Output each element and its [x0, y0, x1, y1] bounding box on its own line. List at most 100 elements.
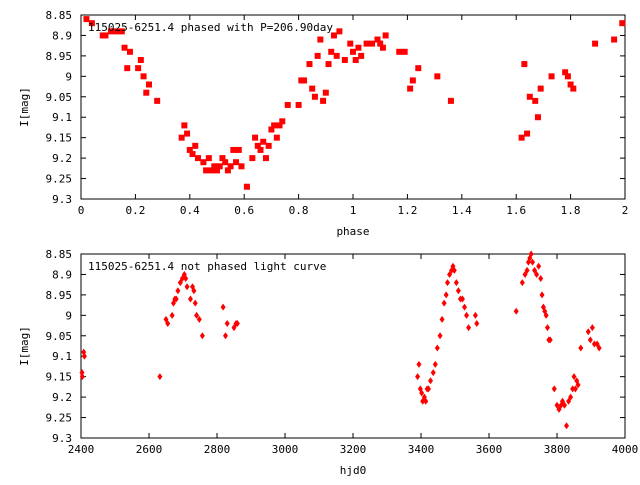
data-point [178, 134, 185, 141]
data-point [585, 328, 591, 336]
data-point [154, 97, 161, 104]
data-point [592, 40, 599, 47]
data-point [441, 299, 447, 307]
data-point [192, 299, 198, 307]
data-point [462, 303, 468, 311]
x-tick-label: 3000 [272, 443, 299, 456]
data-point [524, 266, 530, 274]
data-point [224, 320, 230, 328]
data-point [575, 381, 581, 389]
x-tick-label: 3400 [408, 443, 435, 456]
data-point [205, 155, 212, 162]
data-point [591, 340, 597, 348]
data-point [453, 279, 459, 287]
data-point [443, 291, 449, 299]
y-tick-label: 9.1 [52, 111, 72, 124]
unphased-chart: 2400 2600 2800 3000 3200 3400 3600 3800 4000 8.85… [18, 248, 638, 477]
data-point [358, 52, 365, 59]
data-point [572, 385, 578, 393]
chart-title: 115025-6251.4 not phased light curve [88, 260, 326, 273]
data-point [194, 155, 201, 162]
data-point [328, 48, 335, 55]
data-point [143, 89, 150, 96]
x-tick-label: 1.2 [397, 204, 417, 217]
x-tick-label: 0 [78, 204, 85, 217]
data-point [379, 44, 386, 51]
data-point [396, 48, 403, 55]
y-tick-label: 9.1 [52, 350, 72, 363]
data-point [243, 183, 250, 190]
data-point [314, 52, 321, 59]
data-point [322, 89, 329, 96]
data-point [81, 352, 87, 360]
data-point [184, 130, 191, 137]
data-point [551, 385, 557, 393]
data-point [350, 48, 356, 55]
y-axis-label: I[mag] [18, 87, 31, 127]
data-point [534, 114, 541, 121]
data-point [568, 393, 574, 401]
data-point [437, 332, 443, 340]
data-point [249, 155, 256, 162]
data-point [363, 40, 370, 47]
data-point [317, 36, 324, 43]
data-point [415, 373, 421, 381]
data-point [561, 401, 567, 409]
data-point [230, 146, 237, 153]
x-tick-label: 0.4 [180, 204, 200, 217]
data-point [425, 385, 431, 393]
data-point [547, 336, 553, 344]
data-point [192, 142, 199, 149]
data-point [513, 307, 519, 315]
data-point [175, 287, 181, 295]
data-point [571, 373, 577, 381]
data-point [107, 28, 114, 35]
data-point [214, 167, 220, 174]
data-point [157, 373, 163, 381]
data-point [521, 61, 528, 68]
data-point [135, 65, 142, 72]
data-point [464, 311, 470, 319]
data-point [355, 44, 362, 51]
data-point [200, 159, 207, 166]
data-point [445, 279, 451, 287]
data-point [320, 97, 327, 104]
x-tick-label: 4000 [612, 443, 639, 456]
data-point [196, 315, 202, 323]
y-tick-label: 9.25 [46, 173, 73, 186]
data-point [262, 155, 269, 162]
x-tick-label: 1 [350, 204, 357, 217]
data-point [544, 324, 550, 332]
data-point [374, 36, 381, 43]
data-point [439, 315, 445, 323]
data-point [194, 311, 200, 319]
data-point [532, 97, 539, 104]
data-point [423, 397, 429, 405]
data-point [165, 320, 171, 328]
x-tick-label: 1.8 [561, 204, 581, 217]
data-point [536, 262, 542, 270]
data-point [295, 101, 302, 108]
data-point [181, 122, 188, 129]
data-point [570, 385, 576, 393]
data-point [113, 28, 120, 35]
data-point [273, 134, 280, 141]
data-point [265, 142, 272, 149]
data-point [126, 48, 133, 55]
data-point [578, 344, 584, 352]
chart-title: 115025-6251.4 phased with P=206.90day [88, 21, 333, 34]
data-point [189, 151, 196, 158]
data-point [279, 118, 286, 125]
data-point [137, 56, 144, 63]
y-tick-label: 9.05 [46, 330, 73, 343]
data-point [238, 163, 245, 170]
data-point [268, 126, 275, 133]
data-point [474, 320, 480, 328]
data-point [401, 48, 408, 55]
data-point [187, 295, 193, 303]
data-point [415, 65, 422, 72]
data-point [589, 324, 595, 332]
data-point [459, 295, 465, 303]
data-point [377, 40, 384, 47]
